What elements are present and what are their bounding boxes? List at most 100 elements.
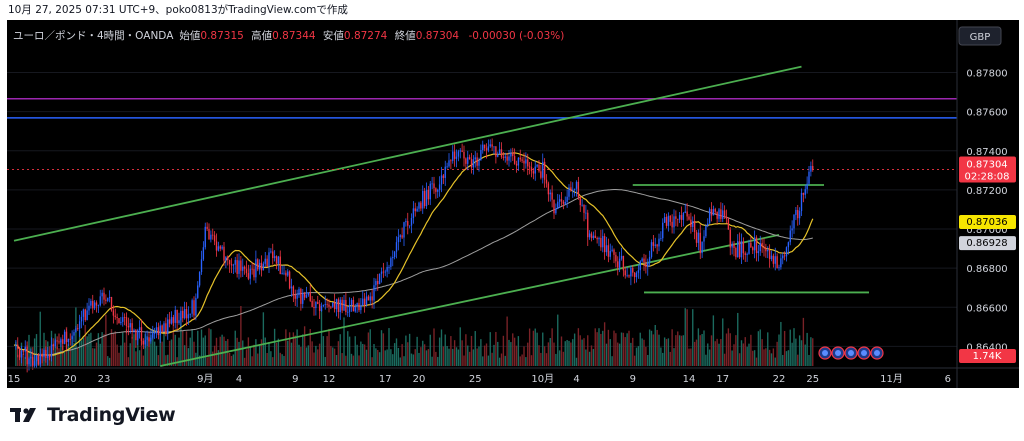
candle-body [652, 242, 655, 246]
volume-bar [461, 340, 463, 366]
volume-bar [639, 332, 641, 366]
volume-bar [658, 334, 660, 366]
volume-bar [557, 314, 559, 366]
volume-bar [785, 351, 788, 366]
volume-bar [384, 350, 386, 366]
time-tick-label: 17 [379, 374, 392, 385]
candle-body [645, 262, 647, 268]
candle-body [748, 242, 750, 254]
volume-bar [738, 353, 741, 366]
volume-bar [553, 342, 555, 366]
ohlc-values: 始値0.87315 高値0.87344 安値0.87274 終値0.87304 … [179, 29, 564, 42]
candle-body [703, 236, 705, 242]
candle-body [444, 166, 446, 178]
volume-bar [416, 336, 418, 366]
volume-bar [650, 330, 653, 366]
volume-bar [92, 348, 94, 366]
volume-bar [22, 353, 25, 366]
candle-body [740, 241, 743, 258]
price-tick-label: 0.87200 [966, 186, 1007, 197]
candle-body [429, 183, 431, 200]
volume-bar [369, 329, 371, 366]
candle-body [692, 220, 694, 227]
volume-bar [791, 342, 793, 366]
time-tick-label: 20 [64, 374, 77, 385]
candle-body [671, 221, 673, 228]
candle-body [603, 236, 606, 253]
candle-body [255, 259, 257, 278]
candle-body [433, 183, 435, 189]
volume-bar [549, 338, 551, 366]
volume-bar [350, 353, 353, 366]
candle-body [420, 202, 422, 209]
candle-body [735, 247, 737, 258]
volume-bar [253, 344, 255, 366]
candle-body [24, 346, 26, 352]
volume-bar [159, 329, 161, 366]
candle-body [144, 339, 146, 345]
volume-bar [414, 349, 416, 366]
volume-bar [324, 356, 326, 366]
candle-body [699, 232, 701, 254]
candle-body [718, 209, 720, 219]
volume-bar [206, 357, 208, 366]
price-tick-label: 0.86800 [966, 264, 1007, 275]
candle-body [189, 313, 191, 315]
candle-body [245, 268, 248, 274]
event-icon[interactable] [818, 346, 832, 360]
candle-body [780, 258, 782, 268]
price-chart[interactable]: 0.86400 0.86600 0.86800 0.87000 0.87200 0.874… [7, 20, 1019, 388]
candle-body [110, 296, 113, 311]
candle-body [656, 244, 658, 247]
volume-bar [356, 344, 358, 366]
volume-bar [296, 329, 298, 366]
candle-body [723, 210, 726, 217]
candle-body [105, 299, 107, 301]
volume-bar [793, 328, 795, 366]
volume-bar [313, 352, 315, 366]
candle-body [806, 183, 808, 190]
candle-body [774, 256, 776, 264]
tradingview-brand[interactable]: TradingView [10, 402, 176, 428]
candle-body [710, 209, 713, 216]
volume-bar [258, 344, 261, 366]
candle-body [470, 159, 473, 168]
volume-bar [95, 342, 98, 366]
event-icon[interactable] [844, 346, 858, 360]
event-icon[interactable] [857, 346, 871, 360]
candle-body [632, 267, 634, 273]
volume-bar [545, 353, 548, 366]
candle-body [367, 296, 370, 301]
volume-bar [88, 333, 90, 366]
candle-body [542, 161, 544, 178]
volume-bar [697, 328, 700, 366]
candle-body [607, 245, 610, 257]
volume-bar [485, 343, 488, 366]
candle-body [688, 216, 690, 220]
volume-bar [403, 356, 405, 366]
volume-bar [528, 328, 531, 366]
volume-bar [512, 333, 514, 366]
candle-body [534, 166, 536, 174]
volume-bar [502, 335, 505, 366]
volume-bar [551, 328, 553, 366]
candle-body [662, 222, 664, 239]
candle-body [633, 272, 636, 278]
volume-bar [268, 342, 270, 366]
volume-bar [183, 345, 186, 366]
volume-bar [440, 329, 443, 366]
volume-bar [637, 346, 640, 366]
candle-body [450, 160, 452, 162]
volume-bar [56, 347, 58, 366]
candle-body [536, 164, 538, 167]
currency-button[interactable]: GBP [958, 26, 1002, 46]
candle-body [208, 228, 210, 240]
candle-body [573, 188, 576, 190]
candle-body [253, 268, 255, 278]
volume-bar [318, 343, 321, 366]
candle-body [622, 255, 625, 271]
event-icon[interactable] [831, 346, 845, 360]
volume-bar [240, 306, 242, 366]
candle-body [613, 249, 615, 255]
event-icon[interactable] [870, 346, 884, 360]
